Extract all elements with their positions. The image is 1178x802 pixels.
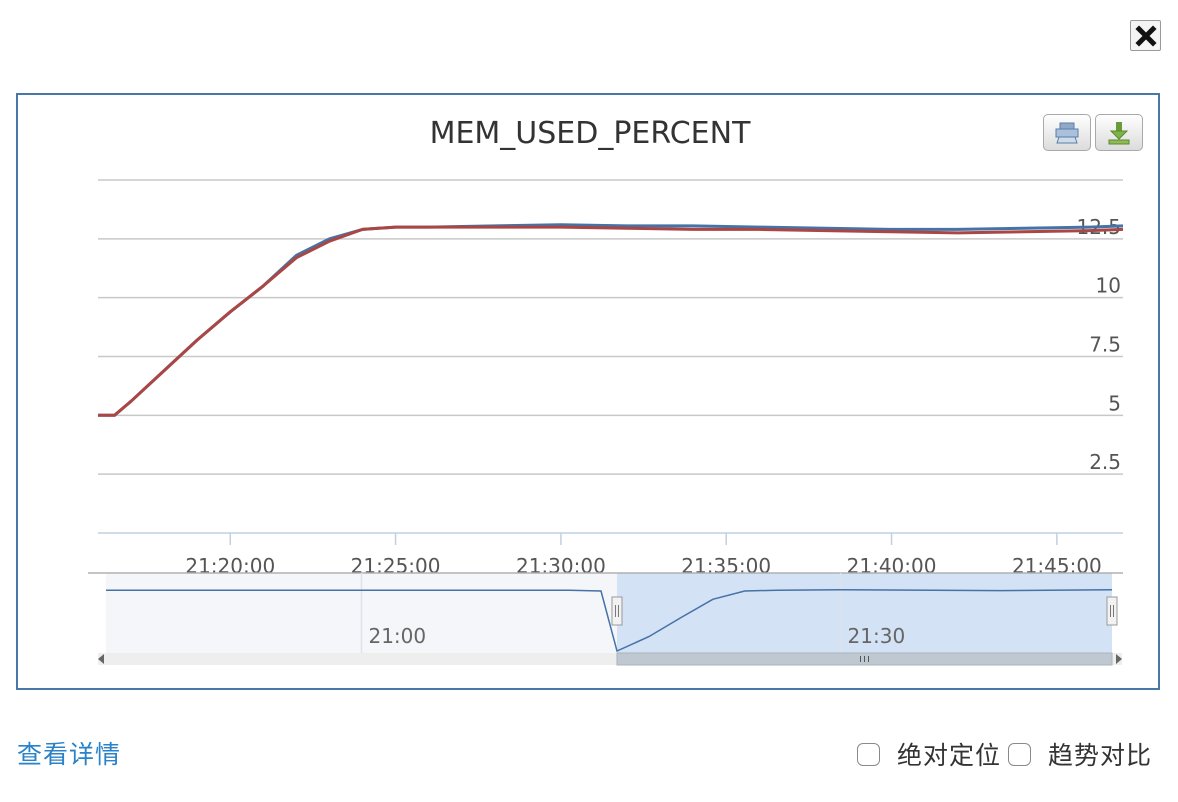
trend-compare-label: 趋势对比 (1048, 741, 1153, 770)
close-x-icon (1134, 24, 1157, 47)
trend-compare-option[interactable]: 趋势对比 (1008, 736, 1152, 772)
absolute-position-checkbox[interactable] (857, 742, 880, 766)
navigator-tick-label: 21:30 (848, 624, 906, 648)
absolute-position-option[interactable]: 绝对定位 (857, 736, 1001, 772)
y-tick-label: 2.5 (1089, 450, 1121, 474)
view-details-link[interactable]: 查看详情 (17, 740, 122, 769)
y-tick-label: 5 (1108, 391, 1121, 415)
navigator-right-handle[interactable] (1106, 596, 1118, 626)
handle-body (611, 596, 623, 626)
navigator-left-handle[interactable] (611, 596, 623, 626)
handle-body (1106, 596, 1118, 626)
absolute-position-label: 绝对定位 (897, 741, 1002, 770)
download-button[interactable] (1095, 114, 1143, 151)
scroll-left-arrow-icon[interactable] (98, 654, 104, 664)
navigator-selection (616, 573, 1112, 653)
chart-title: MEM_USED_PERCENT (430, 116, 752, 151)
printer-icon (1055, 122, 1079, 143)
series-line-1 (98, 223, 1124, 417)
y-tick-label: 7.5 (1089, 333, 1121, 357)
scroll-right-arrow-icon[interactable] (1116, 654, 1122, 664)
chart-container: MEM_USED_PERCENT 2.5 5 7.5 10 12.5 21:20:00 21:… (16, 93, 1160, 690)
navigator-tick-label: 21:00 (368, 624, 426, 648)
print-button[interactable] (1043, 114, 1091, 151)
navigator-series-line (106, 589, 1113, 653)
download-icon (1108, 121, 1130, 144)
y-tick-label: 10 (1096, 274, 1121, 298)
trend-compare-checkbox[interactable] (1008, 742, 1031, 766)
close-button[interactable] (1130, 20, 1161, 51)
series-line-2 (98, 225, 1124, 417)
